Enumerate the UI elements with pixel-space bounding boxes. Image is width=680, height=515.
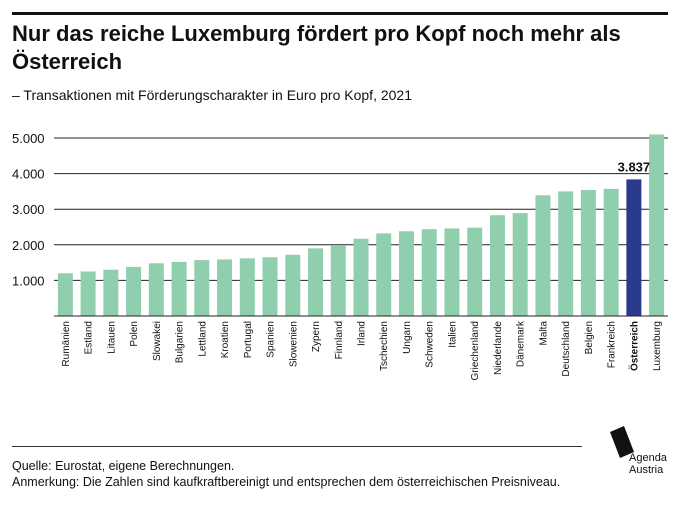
x-tick-label: Portugal bbox=[243, 321, 254, 358]
bar-tschechien bbox=[376, 233, 392, 316]
bar-chart: 1.000 2.000 3.000 4.000 5.000 Rumänien Estland… bbox=[12, 131, 668, 380]
bar-italien bbox=[444, 228, 460, 316]
logo-text-line2: Austria bbox=[629, 464, 664, 476]
x-tick-label: Litauen bbox=[106, 321, 117, 354]
x-tick-label: Malta bbox=[538, 321, 549, 346]
x-tick-label: Griechenland bbox=[470, 321, 481, 380]
x-tick-label: Schweden bbox=[425, 321, 436, 368]
data-label-oesterreich: 3.837 bbox=[618, 159, 651, 174]
x-tick-label: Ungarn bbox=[402, 321, 413, 354]
bar-rumänien bbox=[57, 273, 73, 316]
x-tick-label: Rumänien bbox=[61, 321, 72, 367]
bar-slowenien bbox=[285, 254, 301, 316]
x-tick-label: Irland bbox=[357, 321, 368, 346]
bar-bulgarien bbox=[171, 261, 187, 316]
x-tick-label: Luxemburg bbox=[652, 321, 663, 371]
source-note: Quelle: Eurostat, eigene Berechnungen. bbox=[12, 459, 235, 473]
x-tick-label: Belgien bbox=[584, 321, 595, 354]
x-tick-label: Slowenien bbox=[288, 321, 299, 367]
bar-slowakei bbox=[148, 263, 164, 316]
x-tick-label: Dänemark bbox=[516, 320, 527, 367]
bar-malta bbox=[535, 195, 551, 316]
logo-mark-icon bbox=[610, 426, 634, 458]
y-tick-label: 1.000 bbox=[12, 273, 45, 288]
bar-irland bbox=[353, 238, 369, 316]
y-tick-label: 3.000 bbox=[12, 202, 45, 217]
bar-dänemark bbox=[512, 213, 528, 316]
bar-frankreich bbox=[603, 188, 619, 316]
x-tick-label: Tschechien bbox=[379, 321, 390, 371]
x-tick-label: Estland bbox=[84, 321, 95, 354]
bar-österreich bbox=[626, 179, 642, 316]
bar-portugal bbox=[239, 258, 255, 316]
x-tick-label: Slowakei bbox=[152, 321, 163, 361]
x-tick-label: Italien bbox=[447, 321, 458, 348]
agenda-austria-logo-icon bbox=[610, 426, 634, 458]
x-tick-label: Frankreich bbox=[607, 321, 618, 368]
footer-rule bbox=[12, 446, 582, 447]
x-tick-label: Deutschland bbox=[561, 321, 572, 377]
bar-estland bbox=[80, 271, 96, 316]
bar-zypern bbox=[308, 248, 324, 316]
x-tick-label: Kroatien bbox=[220, 321, 231, 358]
bar-kroatien bbox=[217, 259, 233, 316]
bar-ungarn bbox=[398, 231, 414, 316]
annotation-note: Anmerkung: Die Zahlen sind kaufkraftbere… bbox=[12, 475, 561, 489]
bar-luxemburg bbox=[649, 134, 665, 316]
y-tick-label: 2.000 bbox=[12, 238, 45, 253]
bar-finnland bbox=[330, 245, 346, 316]
chart-subtitle: – Transaktionen mit Förderungscharakter … bbox=[12, 87, 412, 103]
bar-niederlande bbox=[489, 215, 505, 316]
bar-griechenland bbox=[467, 227, 483, 316]
y-tick-label: 4.000 bbox=[12, 167, 45, 182]
y-tick-label: 5.000 bbox=[12, 131, 45, 146]
x-tick-label: Polen bbox=[129, 321, 140, 347]
chart-title: Nur das reiche Luxemburg fördert pro Kop… bbox=[12, 21, 621, 74]
bar-deutschland bbox=[558, 191, 574, 316]
bar-lettland bbox=[194, 260, 210, 316]
bar-schweden bbox=[421, 229, 437, 316]
x-tick-label: Finnland bbox=[334, 321, 345, 359]
bar-spanien bbox=[262, 257, 278, 316]
logo-text-line1: Agenda bbox=[629, 452, 667, 464]
x-tick-label: Österreich bbox=[627, 321, 640, 371]
bar-belgien bbox=[580, 189, 596, 316]
x-tick-label: Niederlande bbox=[493, 321, 504, 375]
x-tick-label: Lettland bbox=[197, 321, 208, 357]
x-tick-label: Zypern bbox=[311, 321, 322, 352]
bar-litauen bbox=[103, 269, 119, 316]
x-tick-label: Bulgarien bbox=[175, 321, 186, 363]
x-tick-label: Spanien bbox=[266, 321, 277, 358]
top-rule bbox=[12, 12, 668, 15]
bar-polen bbox=[126, 266, 142, 316]
